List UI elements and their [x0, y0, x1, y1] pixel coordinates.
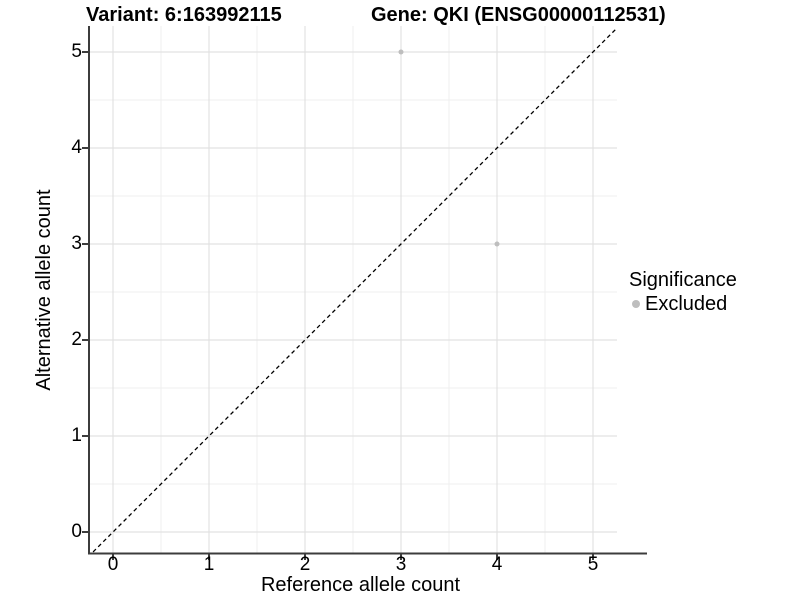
x-tick-label: 0	[107, 554, 119, 575]
legend-entry-label: Excluded	[645, 293, 728, 315]
legend-entries: Excluded	[629, 292, 737, 316]
x-tick-label: 1	[203, 554, 215, 575]
y-tick-label: 0	[71, 521, 82, 542]
y-tick-label: 3	[71, 233, 82, 254]
data-point	[494, 241, 500, 247]
x-tick-label: 4	[491, 554, 503, 575]
x-tick-label: 2	[299, 554, 311, 575]
gridlines-major	[89, 26, 617, 553]
axis-lines	[88, 26, 647, 555]
plot-title-variant: Variant: 6:163992115	[86, 4, 282, 26]
legend-key-dot-icon	[632, 300, 640, 308]
data-point	[398, 49, 404, 55]
legend-title: Significance	[629, 269, 737, 291]
y-tick-label: 2	[71, 329, 82, 350]
y-axis-title: Alternative allele count	[33, 189, 55, 391]
legend: Significance Excluded	[629, 268, 737, 316]
x-axis-title: Reference allele count	[260, 574, 460, 596]
y-tick-label: 4	[71, 137, 82, 158]
legend-entry: Excluded	[632, 292, 737, 316]
gridlines-minor	[89, 26, 617, 553]
data-points-layer	[398, 49, 500, 247]
identity-dashed-line	[91, 27, 617, 553]
plot-title-gene: Gene: QKI (ENSG00000112531)	[371, 4, 666, 26]
x-tick-label: 5	[587, 554, 599, 575]
y-tick-label: 5	[71, 41, 82, 62]
y-tick-label: 1	[71, 425, 82, 446]
x-tick-label: 3	[395, 554, 407, 575]
axis-tick-marks	[82, 51, 594, 560]
